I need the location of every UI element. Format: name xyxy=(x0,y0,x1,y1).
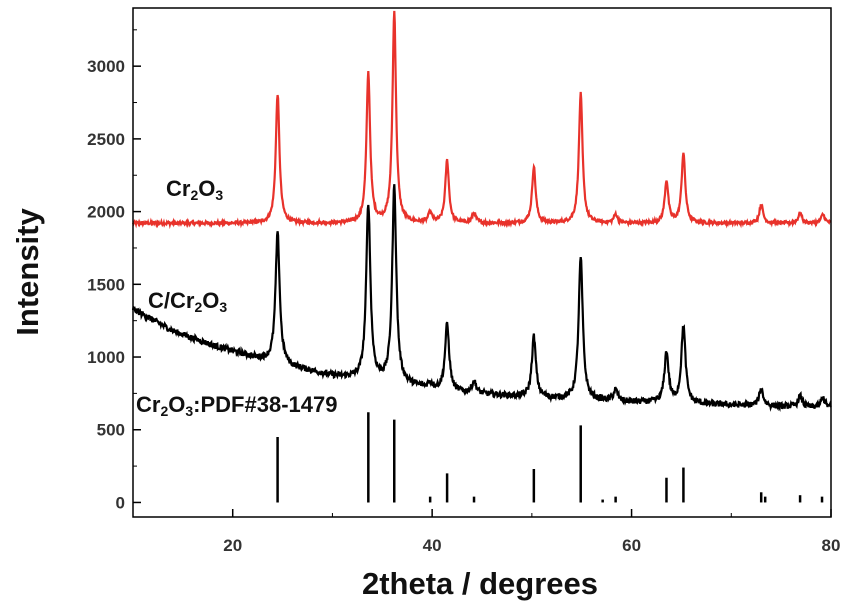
x-tick-label: 20 xyxy=(223,536,242,555)
y-tick-label: 0 xyxy=(116,493,125,512)
x-tick-label: 60 xyxy=(622,536,641,555)
y-tick-label: 2000 xyxy=(87,203,125,222)
label-cr2o3: Cr2O3 xyxy=(166,176,223,203)
series-c-cr2o3-line xyxy=(131,184,832,412)
series-cr2o3-line xyxy=(131,10,831,230)
y-tick-label: 1000 xyxy=(87,348,125,367)
y-tick-label: 500 xyxy=(97,421,125,440)
y-tick-label: 2500 xyxy=(87,130,125,149)
x-tick-label: 40 xyxy=(423,536,442,555)
axes-layer: 0 500 1000 1500 2000 2500 3000 20 40 60 80 xyxy=(87,7,841,555)
label-c-cr2o3: C/Cr2O3 xyxy=(148,288,227,315)
y-axis-title: Intensity xyxy=(10,208,45,336)
plot-frame xyxy=(132,7,832,518)
y-tick-label: 1500 xyxy=(87,275,125,294)
series-layer xyxy=(131,10,832,503)
label-pdf-reference: Cr2O3:PDF#38-1479 xyxy=(136,392,337,419)
x-tick-label: 80 xyxy=(822,536,841,555)
y-tick-label: 3000 xyxy=(87,57,125,76)
x-axis-title: 2theta / degrees xyxy=(362,566,598,601)
